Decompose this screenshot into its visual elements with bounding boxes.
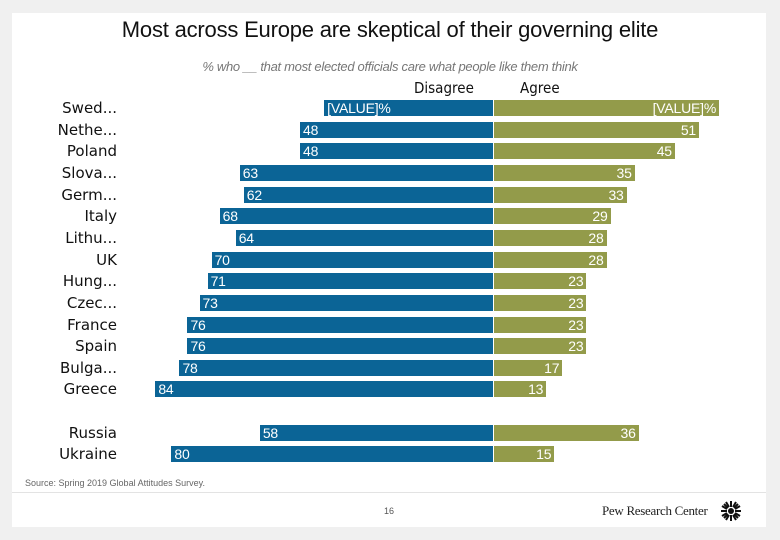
data-label-disagree: 48: [303, 143, 319, 160]
bar-agree: [494, 121, 700, 138]
chart-title: Most across Europe are skeptical of thei…: [121, 17, 659, 42]
bar-disagree: [235, 229, 493, 246]
bar-disagree: [187, 338, 493, 355]
bar-agree: [494, 100, 720, 116]
data-label-disagree: 48: [303, 121, 319, 138]
bar-agree: [494, 316, 587, 333]
data-label-agree: 23: [568, 316, 584, 333]
bar-disagree: [324, 100, 493, 116]
bar-agree: [494, 186, 627, 203]
category-label: Nethe...: [57, 120, 117, 139]
bar-disagree: [187, 316, 493, 333]
bar-agree: [494, 143, 675, 160]
slide: [12, 13, 766, 527]
data-label-disagree: 73: [202, 294, 218, 311]
data-label-agree: 13: [528, 381, 544, 398]
category-label: Lithu...: [65, 228, 117, 247]
category-label: Russia: [68, 423, 117, 442]
bar-disagree: [211, 251, 493, 268]
data-label-disagree: 64: [238, 229, 254, 246]
category-label: Italy: [84, 207, 117, 226]
bar-agree: [494, 273, 587, 290]
bar-agree: [494, 251, 607, 268]
legend-agree: Agree: [520, 79, 560, 97]
data-label-disagree: 84: [158, 381, 174, 398]
category-label: Ukraine: [59, 445, 117, 464]
bar-disagree: [300, 121, 493, 138]
bar-agree: [494, 208, 611, 225]
data-label-disagree: 71: [210, 273, 226, 290]
data-label-disagree: 78: [182, 359, 198, 376]
category-label: Germ...: [61, 185, 117, 204]
data-label-disagree: 76: [190, 316, 206, 333]
bar-disagree: [219, 208, 493, 225]
category-label: UK: [96, 250, 117, 269]
data-label-agree: 51: [680, 121, 697, 138]
category-label: Greece: [63, 380, 117, 399]
bar-agree: [494, 229, 607, 246]
legend-disagree: Disagree: [414, 79, 474, 97]
source-note: Source: Spring 2019 Global Attitudes Sur…: [25, 478, 205, 488]
chart-subtitle: % who __ that most elected officials car…: [202, 59, 578, 74]
data-label-disagree: 62: [246, 186, 262, 203]
pew-logo-icon: [721, 501, 741, 521]
bar-disagree: [171, 446, 493, 463]
bar-agree: [494, 338, 587, 355]
data-label-disagree: [VALUE]%: [327, 100, 391, 116]
bar-disagree: [179, 359, 493, 376]
data-label-agree: 33: [608, 186, 624, 203]
data-label-agree: 36: [620, 424, 636, 441]
footer-divider: [12, 492, 766, 493]
data-label-disagree: 70: [214, 251, 230, 268]
data-label-agree: 28: [588, 251, 604, 268]
data-label-agree: 17: [544, 359, 560, 376]
category-label: Bulga...: [60, 358, 117, 377]
category-label: Swed...: [62, 99, 117, 117]
bar-agree: [494, 446, 555, 463]
bar-agree: [494, 164, 635, 181]
data-label-disagree: 68: [222, 208, 238, 225]
bar-disagree: [243, 186, 493, 203]
data-label-agree: [VALUE]%: [652, 100, 717, 116]
data-label-agree: 23: [568, 338, 584, 355]
data-label-agree: 35: [616, 164, 632, 181]
brand-name: Pew Research Center: [602, 503, 708, 518]
data-label-disagree: 58: [262, 424, 279, 441]
data-label-disagree: 63: [242, 164, 258, 181]
category-label: Czec...: [66, 293, 117, 312]
bar-disagree: [199, 294, 493, 311]
category-label: Slova...: [61, 163, 117, 182]
data-label-agree: 23: [568, 294, 584, 311]
bar-agree: [494, 381, 547, 398]
data-label-disagree: 80: [174, 446, 190, 463]
page-number: 16: [384, 506, 395, 516]
bar-disagree: [239, 164, 493, 181]
data-label-agree: 23: [568, 273, 584, 290]
data-label-agree: 28: [588, 229, 604, 246]
bar-disagree: [207, 273, 493, 290]
bar-disagree: [155, 381, 493, 398]
category-label: Hung...: [62, 272, 117, 291]
bar-disagree: [300, 143, 493, 160]
data-label-agree: 15: [536, 446, 552, 463]
bar-agree: [494, 424, 639, 441]
category-label: Poland: [66, 142, 117, 161]
category-label: France: [67, 315, 117, 334]
bar-disagree: [259, 424, 493, 441]
bar-agree: [494, 359, 563, 376]
bar-agree: [494, 294, 587, 311]
data-label-agree: 45: [656, 143, 672, 160]
data-label-disagree: 76: [190, 338, 206, 355]
category-label: Spain: [75, 337, 117, 356]
data-label-agree: 29: [592, 208, 608, 225]
